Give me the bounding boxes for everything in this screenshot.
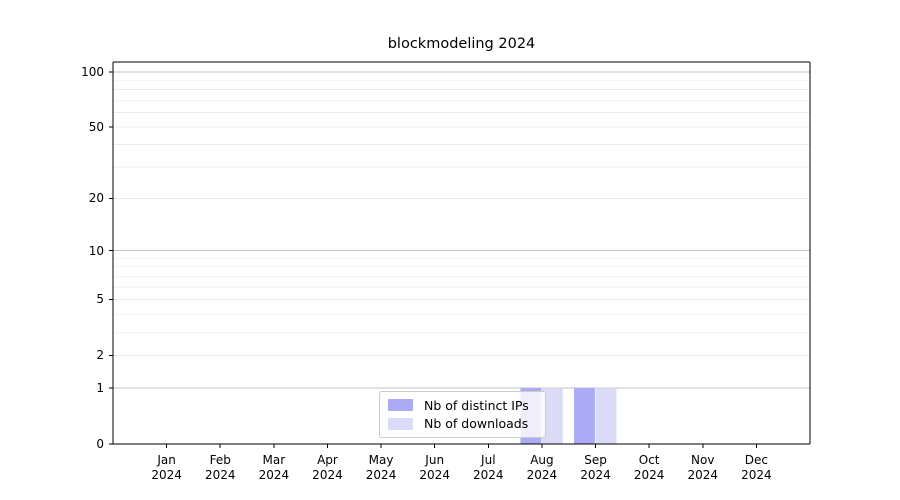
y-tick-label: 50 [88,119,104,134]
bar [595,388,617,444]
legend-item-downloads: Nb of downloads [388,416,537,431]
x-tick-label: Nov 2024 [687,453,719,482]
x-tick-label: Dec 2024 [741,453,772,482]
x-tick-label: Jun 2024 [419,453,450,482]
distinct-ips-swatch [388,399,413,412]
x-tick-label: Jul 2024 [473,453,504,482]
x-tick-label: Apr 2024 [312,453,343,482]
downloads-swatch [388,417,413,430]
x-tick-label: Sep 2024 [580,453,611,482]
y-tick-label: 1 [96,381,104,396]
bar [574,388,595,444]
y-tick-label: 20 [88,191,104,206]
x-tick-label: Jan 2024 [151,453,182,482]
legend: Nb of distinct IPs Nb of downloads [379,391,546,438]
bar [541,388,563,444]
y-tick-label: 100 [81,64,104,79]
y-tick-label: 2 [96,348,104,363]
y-tick-label: 0 [96,437,104,451]
legend-item-distinct-ips: Nb of distinct IPs [388,398,537,413]
x-tick-label: Mar 2024 [258,453,290,482]
chart-title: blockmodeling 2024 [387,36,536,52]
x-tick-label: Feb 2024 [204,453,236,482]
x-tick-label: Oct 2024 [633,453,665,482]
legend-label-downloads: Nb of downloads [424,416,529,432]
x-tick-label: May 2024 [365,453,397,482]
x-tick-label: Aug 2024 [526,453,558,482]
legend-label-distinct-ips: Nb of distinct IPs [424,397,529,413]
y-tick-label: 5 [96,292,104,307]
y-tick-label: 10 [88,243,104,258]
